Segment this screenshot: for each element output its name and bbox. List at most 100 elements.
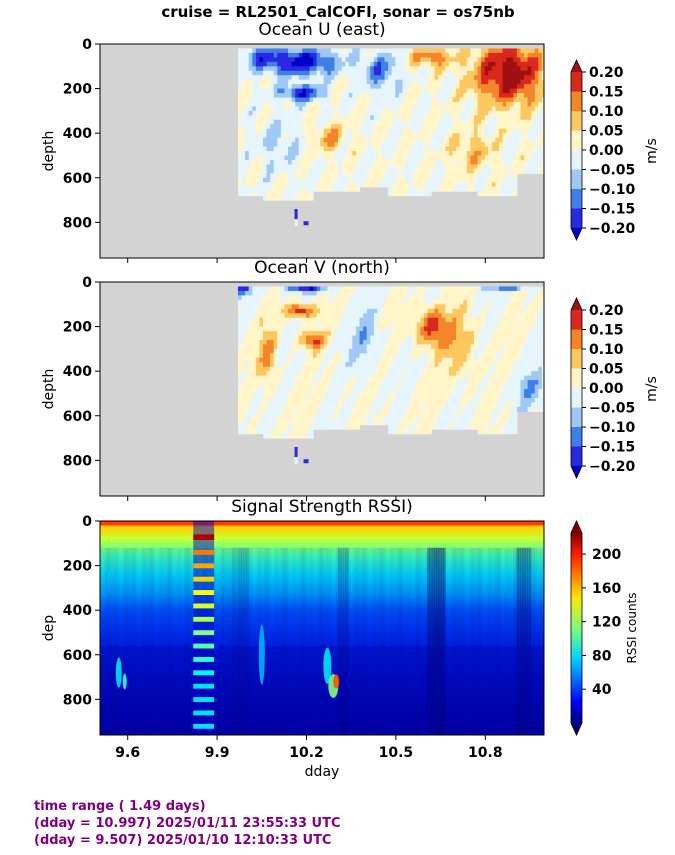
velocity-cell bbox=[309, 331, 314, 337]
velocity-cell bbox=[302, 66, 307, 72]
velocity-cell bbox=[388, 331, 393, 337]
velocity-cell bbox=[245, 119, 250, 125]
velocity-cell bbox=[352, 304, 357, 310]
velocity-cell bbox=[488, 75, 493, 81]
velocity-cell bbox=[513, 101, 518, 108]
velocity-cell bbox=[445, 182, 450, 188]
velocity-cell bbox=[484, 106, 489, 112]
velocity-cell bbox=[352, 177, 357, 183]
velocity-cell bbox=[388, 357, 393, 363]
velocity-cell bbox=[295, 429, 300, 435]
velocity-cell bbox=[320, 79, 325, 85]
velocity-cell bbox=[352, 295, 357, 301]
velocity-cell bbox=[499, 75, 504, 81]
velocity-cell bbox=[416, 424, 421, 430]
velocity-cell bbox=[277, 164, 282, 170]
velocity-cell bbox=[309, 295, 314, 301]
velocity-cell bbox=[288, 299, 293, 305]
velocity-cell bbox=[395, 393, 400, 399]
velocity-cell bbox=[484, 164, 489, 170]
velocity-cell bbox=[488, 168, 493, 174]
velocity-cell bbox=[248, 304, 253, 310]
velocity-cell bbox=[409, 70, 414, 76]
velocity-cell bbox=[352, 142, 357, 148]
velocity-cell bbox=[406, 52, 411, 58]
velocity-cell bbox=[241, 357, 246, 363]
velocity-cell bbox=[413, 177, 418, 183]
velocity-cell bbox=[366, 348, 371, 354]
velocity-cell bbox=[409, 326, 414, 332]
velocity-cell bbox=[316, 155, 321, 161]
velocity-cell bbox=[413, 119, 418, 125]
velocity-cell bbox=[298, 290, 303, 296]
velocity-cell bbox=[280, 164, 286, 170]
velocity-cell bbox=[370, 411, 375, 417]
velocity-cell bbox=[355, 182, 361, 188]
velocity-cell bbox=[355, 286, 361, 292]
velocity-cell bbox=[384, 168, 389, 174]
velocity-cell bbox=[473, 164, 479, 170]
velocity-cell bbox=[391, 344, 396, 350]
velocity-cell bbox=[313, 371, 318, 377]
velocity-cell bbox=[541, 142, 544, 148]
velocity-cell bbox=[377, 182, 382, 188]
velocity-cell bbox=[295, 389, 300, 395]
velocity-cell bbox=[245, 66, 250, 72]
velocity-cell bbox=[345, 353, 350, 359]
velocity-cell bbox=[527, 133, 532, 139]
velocity-cell bbox=[259, 124, 264, 130]
velocity-cell bbox=[259, 66, 264, 72]
velocity-cell bbox=[506, 119, 511, 125]
velocity-cell bbox=[295, 348, 300, 354]
velocity-cell bbox=[327, 313, 332, 319]
velocity-cell bbox=[280, 429, 286, 435]
velocity-cell bbox=[355, 61, 361, 67]
velocity-cell bbox=[388, 317, 393, 323]
velocity-cell bbox=[320, 357, 325, 363]
velocity-cell bbox=[338, 420, 343, 426]
velocity-cell bbox=[506, 168, 511, 174]
velocity-cell bbox=[341, 380, 346, 386]
velocity-cell bbox=[388, 133, 393, 139]
velocity-cell bbox=[434, 313, 439, 319]
velocity-cell bbox=[284, 429, 289, 435]
velocity-cell bbox=[402, 61, 407, 67]
velocity-cell bbox=[466, 406, 471, 412]
velocity-cell bbox=[384, 375, 389, 381]
velocity-cell bbox=[327, 420, 332, 426]
velocity-cell bbox=[416, 402, 421, 408]
velocity-cell bbox=[363, 335, 368, 341]
velocity-cell bbox=[448, 393, 454, 399]
velocity-cell bbox=[470, 322, 475, 328]
velocity-cell bbox=[363, 101, 368, 108]
velocity-cell bbox=[330, 322, 336, 328]
velocity-cell bbox=[402, 191, 407, 197]
velocity-cell bbox=[395, 177, 400, 183]
velocity-cell bbox=[420, 70, 425, 76]
velocity-cell bbox=[309, 159, 314, 165]
velocity-cell bbox=[470, 366, 475, 372]
velocity-cell bbox=[305, 164, 311, 170]
velocity-cell bbox=[445, 348, 450, 354]
velocity-cell bbox=[273, 168, 278, 174]
velocity-cell bbox=[334, 424, 339, 430]
velocity-cell bbox=[438, 70, 443, 76]
velocity-cell bbox=[416, 397, 421, 403]
velocity-cell bbox=[330, 115, 336, 121]
velocity-cell bbox=[284, 353, 289, 359]
velocity-cell bbox=[330, 48, 336, 54]
velocity-cell bbox=[420, 66, 425, 72]
velocity-cell bbox=[363, 177, 368, 183]
velocity-cell bbox=[359, 164, 364, 170]
velocity-cell bbox=[320, 173, 325, 179]
velocity-cell bbox=[280, 52, 286, 58]
velocity-cell bbox=[420, 411, 425, 417]
velocity-cell bbox=[273, 380, 278, 386]
velocity-cell bbox=[263, 313, 268, 319]
velocity-cell bbox=[534, 101, 539, 108]
velocity-cell bbox=[291, 195, 296, 201]
velocity-cell bbox=[409, 406, 414, 412]
velocity-cell bbox=[366, 93, 371, 99]
velocity-cell bbox=[327, 411, 332, 417]
velocity-cell bbox=[291, 411, 296, 417]
